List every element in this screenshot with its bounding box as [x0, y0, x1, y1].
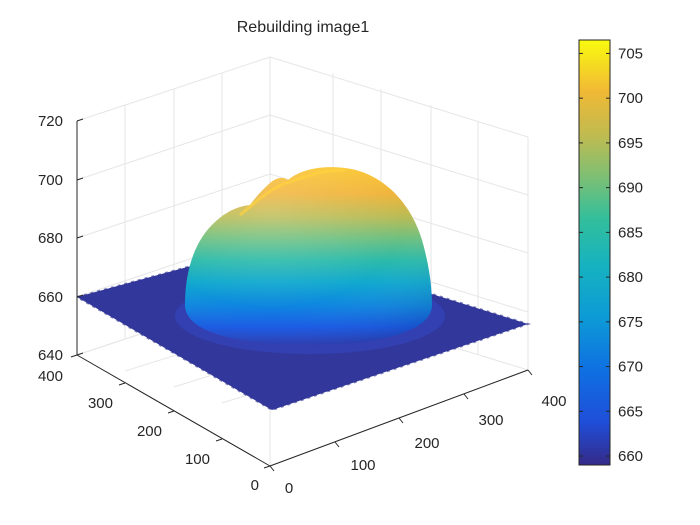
colorbar: 660 665 670 675 680 685 690 695 700 705	[578, 39, 643, 466]
tick-marks	[70, 118, 533, 472]
x-tick-label: 400	[541, 393, 566, 410]
colorbar-tick-label: 705	[618, 45, 643, 62]
y-axis-ticks: 400 300 200 100 0	[38, 368, 259, 494]
x-tick-label: 0	[285, 480, 293, 497]
z-tick-label: 660	[38, 289, 63, 306]
chart-title: Rebuilding image1	[237, 19, 370, 36]
surface-dome-ridge	[239, 168, 346, 217]
colorbar-tick-marks	[579, 52, 610, 457]
colorbar-tick-label: 695	[618, 135, 643, 152]
x-tick-label: 100	[350, 457, 375, 474]
y-tick-label: 400	[38, 368, 63, 385]
x-axis-ticks: 0 100 200 300 400	[285, 393, 567, 497]
z-tick-label: 720	[38, 113, 63, 130]
y-tick-label: 200	[137, 423, 162, 440]
colorbar-tick-labels: 660 665 670 675 680 685 690 695 700 705	[618, 45, 643, 465]
colorbar-tick-label: 685	[618, 224, 643, 241]
colorbar-gradient	[578, 39, 611, 466]
surface-dome-shading	[185, 167, 432, 345]
x-tick-label: 200	[414, 435, 439, 452]
z-tick-label: 700	[38, 172, 63, 189]
z-tick-label: 640	[38, 347, 63, 364]
z-tick-label: 680	[38, 230, 63, 247]
colorbar-tick-label: 680	[618, 269, 643, 286]
y-tick-label: 100	[185, 451, 210, 468]
z-axis-ticks: 720 700 680 660 640	[38, 113, 63, 364]
colorbar-tick-label: 660	[618, 448, 643, 465]
y-tick-label: 0	[251, 477, 259, 494]
colorbar-tick-label: 670	[618, 359, 643, 376]
colorbar-tick-label: 665	[618, 403, 643, 420]
colorbar-tick-label: 700	[618, 90, 643, 107]
colorbar-tick-label: 690	[618, 180, 643, 197]
y-tick-label: 300	[88, 395, 113, 412]
colorbar-tick-label: 675	[618, 314, 643, 331]
x-tick-label: 300	[478, 412, 503, 429]
